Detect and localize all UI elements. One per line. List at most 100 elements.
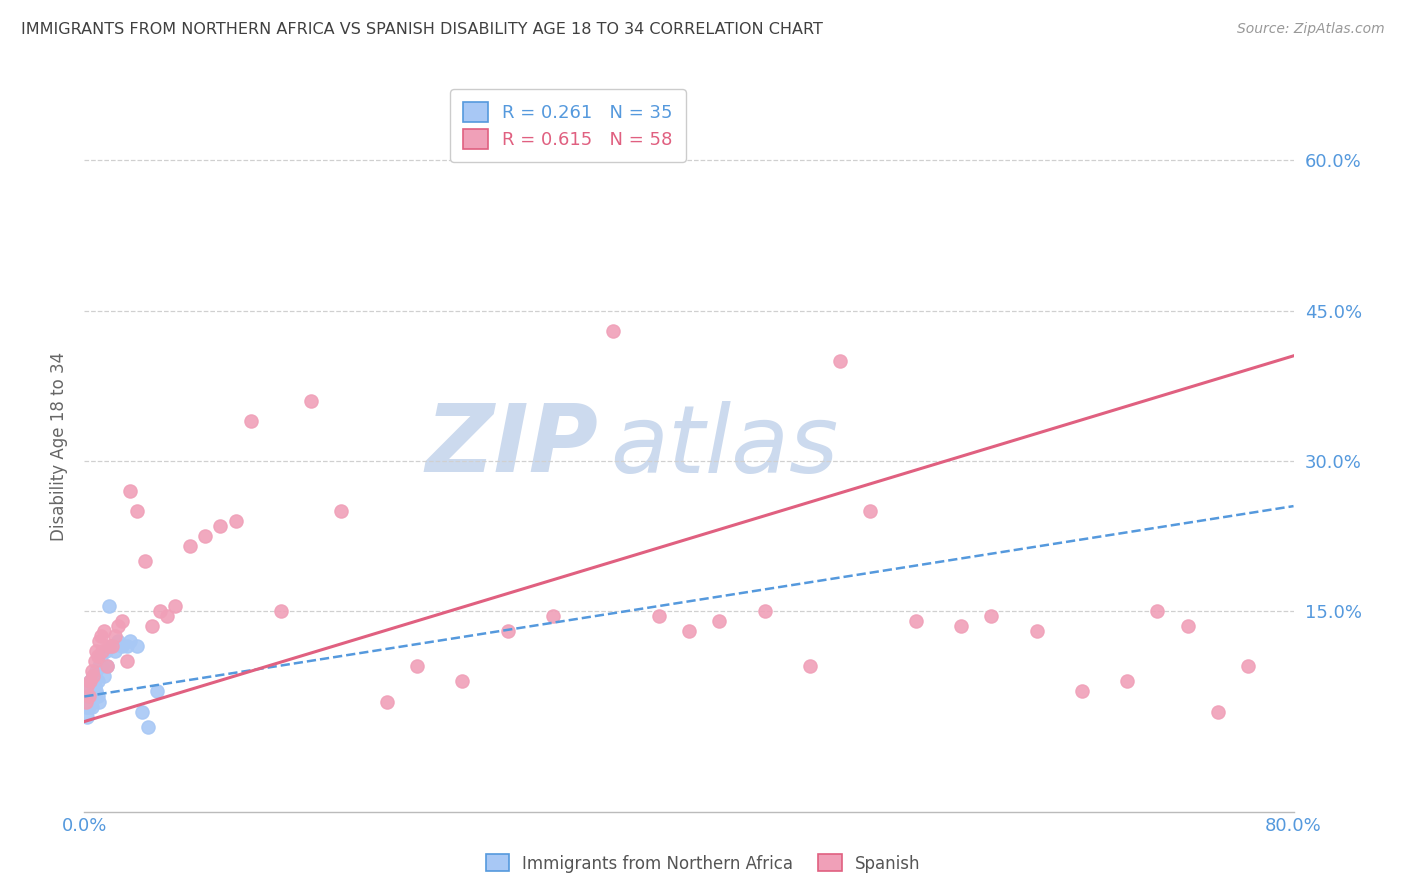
Point: [149, 604, 172, 618]
Legend: R = 0.261   N = 35, R = 0.615   N = 58: R = 0.261 N = 35, R = 0.615 N = 58: [450, 89, 686, 161]
Text: IMMIGRANTS FROM NORTHERN AFRICA VS SPANISH DISABILITY AGE 18 TO 34 CORRELATION C: IMMIGRANTS FROM NORTHERN AFRICA VS SPANI…: [21, 22, 823, 37]
Point: [1116, 674, 1139, 689]
Point: [94, 644, 117, 658]
Point: [76, 709, 98, 723]
Point: [950, 619, 973, 633]
Point: [77, 699, 100, 714]
Point: [91, 659, 114, 673]
Point: [134, 554, 156, 568]
Point: [111, 640, 134, 654]
Point: [541, 609, 564, 624]
Point: [270, 604, 292, 618]
Point: [859, 504, 882, 518]
Point: [118, 634, 141, 648]
Point: [375, 694, 398, 708]
Point: [97, 599, 120, 614]
Point: [93, 624, 115, 639]
Point: [77, 680, 100, 694]
Point: [799, 659, 821, 673]
Point: [107, 634, 129, 648]
Point: [89, 659, 111, 673]
Point: [96, 659, 118, 673]
Point: [904, 615, 927, 629]
Point: [79, 674, 101, 689]
Point: [97, 640, 120, 654]
Point: [77, 690, 100, 704]
Point: [86, 684, 108, 698]
Point: [75, 699, 97, 714]
Point: [115, 640, 138, 654]
Point: [118, 484, 141, 499]
Point: [754, 604, 776, 618]
Point: [107, 619, 129, 633]
Point: [136, 720, 159, 734]
Point: [90, 649, 112, 664]
Point: [299, 393, 322, 408]
Point: [1237, 659, 1260, 673]
Point: [87, 690, 110, 704]
Point: [90, 629, 112, 643]
Point: [156, 609, 179, 624]
Point: [84, 690, 107, 704]
Point: [678, 624, 700, 639]
Point: [91, 644, 114, 658]
Point: [76, 680, 98, 694]
Point: [127, 640, 149, 654]
Legend: Immigrants from Northern Africa, Spanish: Immigrants from Northern Africa, Spanish: [479, 847, 927, 880]
Point: [127, 504, 149, 518]
Point: [93, 669, 115, 683]
Point: [100, 640, 122, 654]
Point: [86, 644, 108, 658]
Point: [87, 674, 110, 689]
Text: atlas: atlas: [610, 401, 838, 491]
Point: [709, 615, 731, 629]
Point: [141, 619, 163, 633]
Point: [406, 659, 429, 673]
Point: [496, 624, 519, 639]
Point: [330, 504, 353, 518]
Point: [96, 659, 118, 673]
Point: [146, 684, 169, 698]
Point: [1177, 619, 1199, 633]
Point: [104, 629, 127, 643]
Point: [87, 649, 110, 664]
Point: [1025, 624, 1047, 639]
Text: ZIP: ZIP: [426, 400, 599, 492]
Point: [89, 634, 111, 648]
Point: [111, 615, 134, 629]
Point: [239, 414, 262, 428]
Y-axis label: Disability Age 18 to 34: Disability Age 18 to 34: [49, 351, 67, 541]
Point: [1146, 604, 1168, 618]
Point: [131, 705, 153, 719]
Point: [104, 644, 127, 658]
Point: [1071, 684, 1094, 698]
Point: [980, 609, 1002, 624]
Point: [830, 354, 852, 368]
Point: [1206, 705, 1229, 719]
Point: [209, 519, 232, 533]
Point: [165, 599, 187, 614]
Point: [89, 694, 111, 708]
Point: [86, 665, 108, 679]
Point: [76, 690, 98, 704]
Point: [602, 324, 624, 338]
Point: [100, 640, 122, 654]
Point: [194, 529, 217, 543]
Point: [451, 674, 474, 689]
Point: [75, 694, 97, 708]
Point: [115, 655, 138, 669]
Point: [84, 655, 107, 669]
Point: [80, 665, 103, 679]
Point: [179, 539, 201, 553]
Point: [80, 690, 103, 704]
Text: Source: ZipAtlas.com: Source: ZipAtlas.com: [1237, 22, 1385, 37]
Point: [84, 680, 107, 694]
Point: [80, 699, 103, 714]
Point: [79, 694, 101, 708]
Point: [79, 674, 101, 689]
Point: [82, 684, 104, 698]
Point: [648, 609, 671, 624]
Point: [225, 514, 247, 528]
Point: [82, 669, 104, 683]
Point: [82, 669, 104, 683]
